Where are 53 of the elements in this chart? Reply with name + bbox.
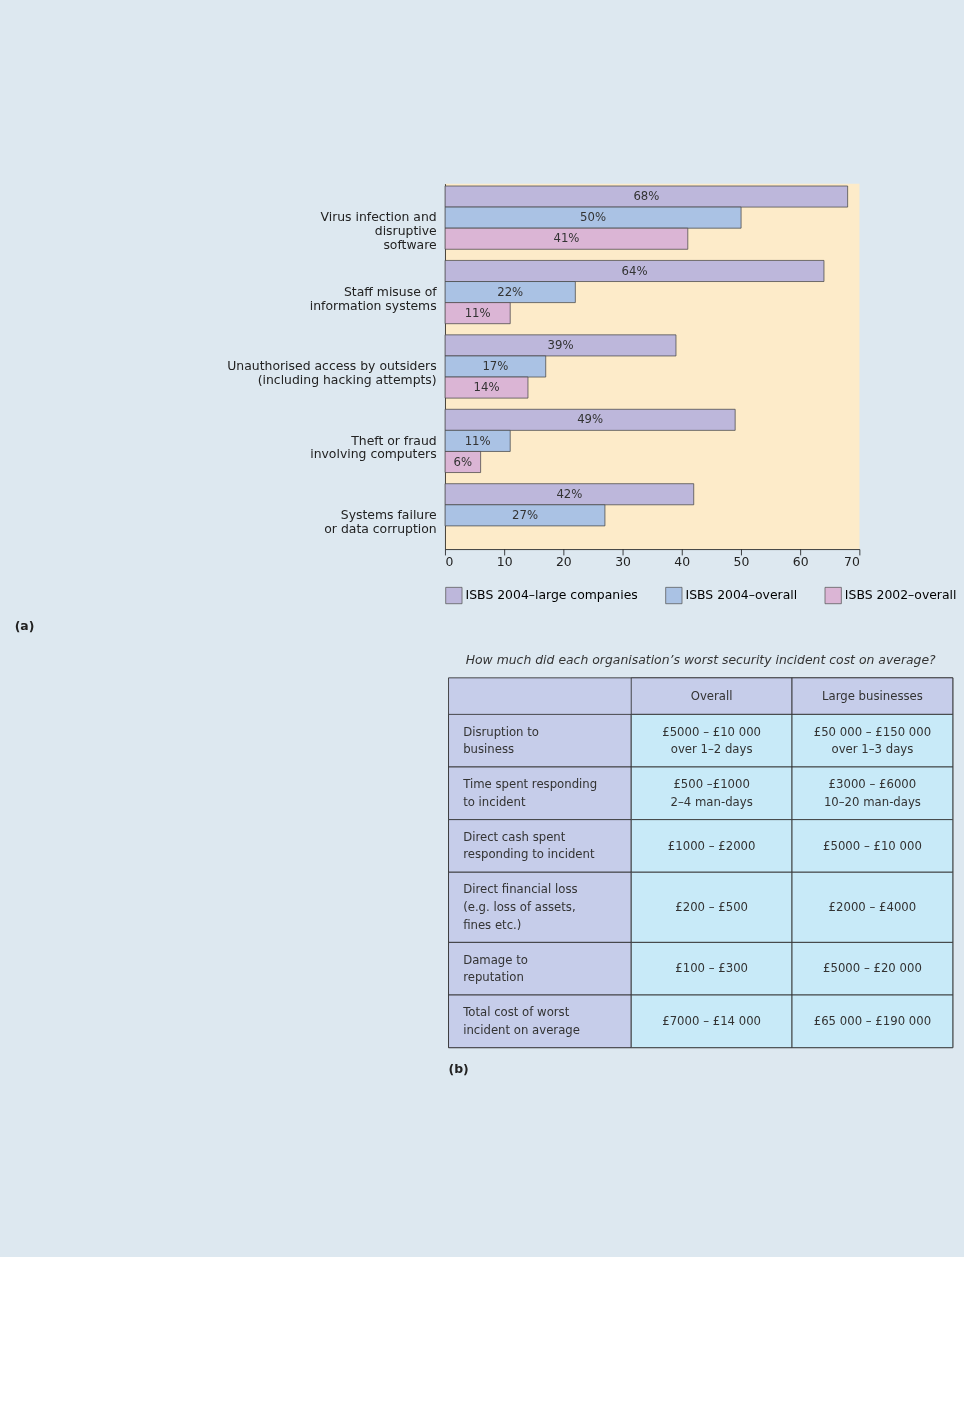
data-label: 17% bbox=[482, 359, 509, 374]
data-label: 22% bbox=[497, 284, 524, 299]
data-label: 42% bbox=[556, 486, 583, 501]
x-tick-label: 70 bbox=[844, 554, 860, 570]
data-label: 64% bbox=[621, 263, 648, 278]
data-label: 41% bbox=[553, 231, 580, 246]
text: £500 –£1000 2–4 man-days bbox=[670, 777, 753, 809]
text: £200 – £500 bbox=[675, 899, 749, 914]
y-tick-label: Virus infection and disruptive software bbox=[320, 209, 437, 253]
text: £2000 – £4000 bbox=[828, 899, 917, 914]
category-label: Direct financial loss (e.g. loss of assets, fines etc.) bbox=[463, 882, 578, 932]
data-label: 49% bbox=[577, 412, 604, 427]
text: £3000 – £6000 10–20 man-days bbox=[823, 777, 921, 809]
category-label: Time spent responding to incident bbox=[463, 777, 598, 809]
data-label: 27% bbox=[512, 507, 538, 522]
text: How much did each organisation’s worst security incident cost on average? bbox=[465, 652, 937, 668]
text: £1000 – £2000 bbox=[667, 838, 756, 853]
category-label: Damage to reputation bbox=[463, 952, 528, 985]
y-tick-label: Systems failure or data corruption bbox=[324, 506, 437, 536]
x-tick-label: 10 bbox=[496, 554, 513, 570]
text: £5000 – £10 000 over 1–2 days bbox=[662, 724, 762, 757]
text: (b) bbox=[448, 1061, 469, 1077]
x-tick-label: 60 bbox=[792, 554, 809, 570]
y-tick-label: Staff misuse of information systems bbox=[309, 283, 438, 313]
category-label: Large businesses bbox=[822, 688, 923, 703]
category-label: Total cost of worst incident on average bbox=[463, 1005, 580, 1037]
legend-label: ISBS 2004–large companies bbox=[465, 587, 638, 603]
data-label: 68% bbox=[633, 189, 660, 204]
category-label: Overall bbox=[690, 688, 733, 703]
data-label: 11% bbox=[464, 433, 491, 448]
data-label: 11% bbox=[464, 305, 491, 320]
text: £65 000 – £190 000 bbox=[813, 1013, 932, 1028]
legend-label: ISBS 2002–overall bbox=[844, 587, 957, 603]
data-label: 50% bbox=[580, 210, 607, 225]
legend-label: ISBS 2004–overall bbox=[685, 587, 798, 603]
text: £5000 – £20 000 bbox=[823, 961, 922, 976]
data-label: 6% bbox=[453, 454, 473, 469]
x-tick-label: 50 bbox=[733, 554, 750, 570]
category-label: Disruption to business bbox=[463, 724, 539, 757]
text: (a) bbox=[14, 617, 35, 633]
text: £7000 – £14 000 bbox=[662, 1013, 762, 1028]
y-tick-label: Theft or fraud involving computers bbox=[310, 432, 437, 462]
text: £100 – £300 bbox=[675, 961, 749, 976]
x-tick-label: 40 bbox=[674, 554, 691, 570]
x-tick-label: 30 bbox=[615, 554, 632, 570]
text: £5000 – £10 000 bbox=[823, 838, 922, 853]
y-tick-label: Unauthorised access by outsiders (including hacking attempts) bbox=[227, 358, 437, 388]
x-tick-label: 20 bbox=[555, 554, 572, 570]
category-label: Direct cash spent responding to incident bbox=[463, 829, 595, 862]
data-label: 39% bbox=[547, 338, 574, 353]
text: £50 000 – £150 000 over 1–3 days bbox=[813, 724, 932, 757]
data-label: 14% bbox=[473, 380, 500, 395]
x-tick-label: 0 bbox=[445, 554, 454, 570]
